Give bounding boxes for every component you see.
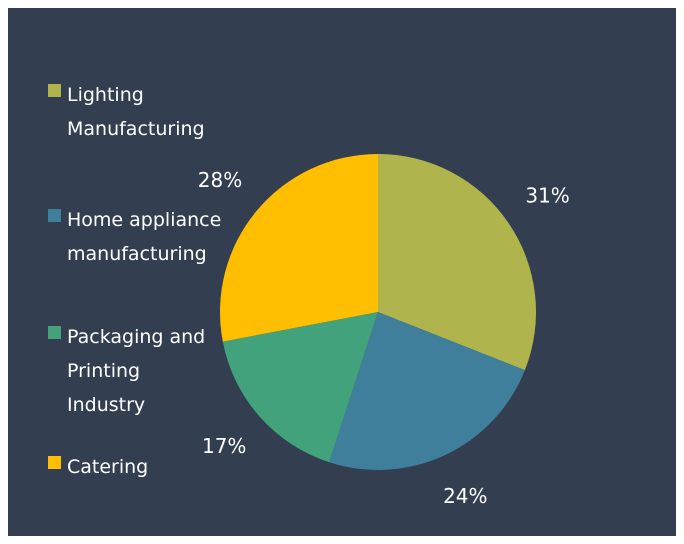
data-label-catering: 28% [198,168,242,192]
pie-slice-packaging-printing-industry [222,312,378,463]
legend-label: Home appliance manufacturing [67,209,222,265]
legend-swatch [48,456,61,469]
data-label-packaging-printing-industry: 17% [202,434,246,458]
data-label-lighting-manufacturing: 31% [525,183,569,207]
legend-label: Catering [67,456,149,478]
legend-label: Packaging and Printing Industry [67,326,206,416]
pie-slice-catering [220,154,378,342]
legend-swatch [48,84,61,97]
chart-panel: Lighting Manufacturing Home appliance ma… [8,8,676,536]
pie-slice-home-appliance-manufacturing [329,312,525,470]
legend-swatch [48,326,61,339]
pie-chart: 31% 24% 17% 28% [198,154,570,508]
legend-swatch [48,209,61,222]
pie-slice-lighting-manufacturing [378,154,536,371]
data-label-home-appliance-manufacturing: 24% [443,484,487,508]
legend-label: Lighting Manufacturing [67,84,205,140]
